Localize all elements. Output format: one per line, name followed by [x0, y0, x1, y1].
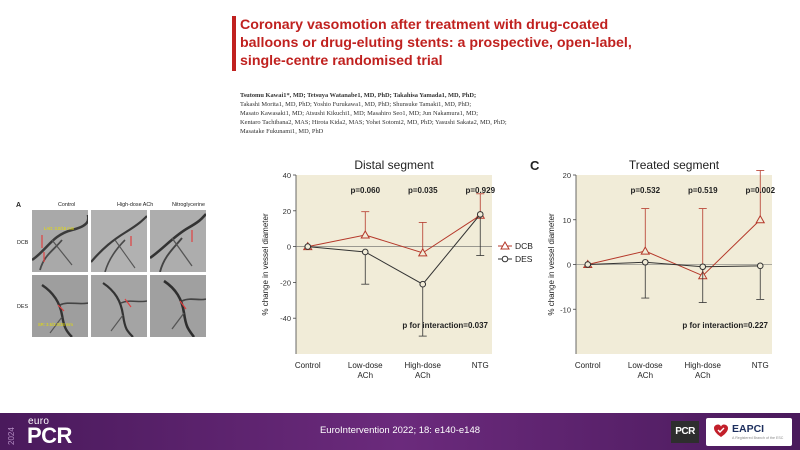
angiogram-image	[150, 210, 206, 272]
y-tick-label: 10	[563, 216, 571, 225]
distal-segment-svg: Distal segment -40 -20 0 20 40 % change in ves…	[261, 158, 533, 380]
p-value-label: p=0.929	[465, 186, 495, 195]
paper-title-line: Coronary vasomotion after treatment with…	[240, 17, 609, 33]
x-tick-label: ACh	[695, 371, 711, 380]
legend-label: DCB	[515, 241, 533, 251]
data-point-des	[476, 211, 484, 218]
p-value-label: p=0.060	[350, 186, 380, 195]
footer-background	[0, 413, 800, 450]
data-point-des	[756, 262, 764, 270]
eapci-label: EAPCI	[732, 423, 765, 435]
data-point-des	[641, 258, 649, 266]
column-label: Nitroglycerine	[172, 202, 205, 208]
paper-authors: Tsutomu Kawai1*, MD; Tetsuya Watanabe1, …	[240, 91, 600, 136]
y-tick-label: 20	[563, 171, 571, 180]
x-tick-label: Control	[295, 361, 321, 370]
x-tick-label: NTG	[472, 361, 489, 370]
angiogram-panel: A Control High-dose ACh Nitroglycerine D…	[14, 198, 232, 338]
paper-title: Coronary vasomotion after treatment with…	[240, 16, 632, 70]
paper-header: Coronary vasomotion after treatment with…	[232, 12, 632, 135]
author-line: Masato Kawasaki1, MD; Atsushi Kikuchi1, …	[240, 110, 479, 117]
y-tick-label: -40	[280, 314, 291, 323]
y-tick-label: 40	[283, 171, 291, 180]
logo-euro: euro	[28, 416, 50, 427]
series-line-des	[587, 261, 761, 268]
data-point-dcb	[755, 214, 766, 224]
chart-title: Treated segment	[629, 158, 720, 172]
footer-bar: 2024 euro PCR EuroIntervention 2022; 18:…	[0, 413, 800, 450]
series-line-des	[307, 214, 481, 285]
legend-marker	[500, 240, 510, 250]
y-axis-label: % change in vessel diameter	[547, 213, 556, 316]
y-tick-label: 0	[567, 261, 571, 270]
x-tick-label: Low-dose	[628, 361, 663, 370]
dcb-annotation: LAD: 3.0/15 mm	[44, 226, 75, 231]
treated-segment-svg: Treated segment C -10 0 10 20 % change in vess…	[530, 158, 776, 380]
data-point-dcb	[640, 246, 651, 255]
y-tick-label: 0	[287, 243, 291, 252]
eapci-sublabel: A Registered Branch of the ESC	[732, 436, 784, 440]
data-point-des	[419, 280, 427, 288]
series-line-dcb	[587, 219, 761, 277]
author-line: Kentaro Tachibana2, MAS; Hirota Kida2, M…	[240, 119, 507, 126]
data-point-dcb	[417, 247, 428, 257]
legend-marker	[501, 255, 509, 263]
angiogram-image	[91, 275, 147, 337]
row-label: DCB	[17, 240, 29, 246]
p-value-label: p=0.519	[688, 186, 718, 195]
row-label: DES	[17, 304, 29, 310]
y-tick-label: 20	[283, 207, 291, 216]
title-accent-bar	[232, 16, 236, 71]
x-tick-label: High-dose	[685, 361, 722, 370]
interaction-label: p for interaction=0.037	[402, 321, 488, 330]
p-value-label: p=0.532	[630, 186, 660, 195]
angiogram-image	[32, 275, 88, 337]
p-value-label: p=0.035	[408, 186, 438, 195]
paper-title-line: single-centre randomised trial	[240, 53, 443, 69]
year-label: 2024	[7, 427, 16, 445]
des-annotation: SR: 3.5/3.0/38 mm	[38, 322, 73, 327]
x-tick-label: NTG	[752, 361, 769, 370]
logo-pcr: PCR	[27, 423, 72, 448]
p-value-label: p=0.002	[745, 186, 775, 195]
distal-segment-chart: Distal segment -40 -20 0 20 40 % change in ves…	[240, 150, 540, 390]
panel-label-a: A	[16, 202, 22, 209]
x-tick-label: ACh	[415, 371, 431, 380]
legend-label: DES	[515, 254, 533, 264]
x-tick-label: ACh	[357, 371, 373, 380]
data-point-des	[361, 248, 369, 256]
x-tick-label: High-dose	[405, 361, 442, 370]
interaction-label: p for interaction=0.227	[682, 321, 768, 330]
column-label: High-dose ACh	[117, 202, 154, 208]
y-tick-label: -10	[560, 305, 571, 314]
column-label: Control	[58, 202, 76, 208]
data-point-dcb	[360, 229, 371, 239]
angiogram-image	[91, 210, 147, 272]
footer-citation: EuroIntervention 2022; 18: e140-e148	[319, 425, 481, 436]
paper-title-line: balloons or drug-eluting stents: a prosp…	[240, 35, 632, 51]
eapci-logo: EAPCI A Registered Branch of the ESC	[706, 418, 792, 446]
angiogram-image	[32, 210, 88, 272]
chart-title: Distal segment	[354, 158, 434, 172]
x-tick-label: ACh	[637, 371, 653, 380]
year-label-vertical: 2024	[7, 427, 16, 445]
panel-label: C	[530, 158, 540, 173]
x-tick-label: Low-dose	[348, 361, 383, 370]
series-line-dcb	[307, 214, 481, 254]
heart-icon	[714, 424, 728, 437]
angiogram-image	[150, 275, 206, 337]
plot-area	[296, 175, 492, 354]
author-line: Masatake Fukunami1, MD, PhD	[240, 128, 324, 135]
treated-segment-chart: Treated segment C -10 0 10 20 % change in vess…	[530, 150, 800, 390]
data-point-des	[304, 243, 312, 250]
y-axis-label: % change in vessel diameter	[261, 213, 270, 316]
pcr-badge: PCR	[671, 421, 699, 443]
author-line: Tsutomu Kawai1*, MD; Tetsuya Watanabe1, …	[240, 92, 477, 99]
y-tick-label: -20	[280, 278, 291, 287]
x-tick-label: Control	[575, 361, 601, 370]
author-line: Takashi Morita1, MD, PhD; Yoshio Furukaw…	[240, 101, 472, 108]
data-point-des	[584, 261, 592, 268]
data-point-des	[699, 263, 707, 271]
